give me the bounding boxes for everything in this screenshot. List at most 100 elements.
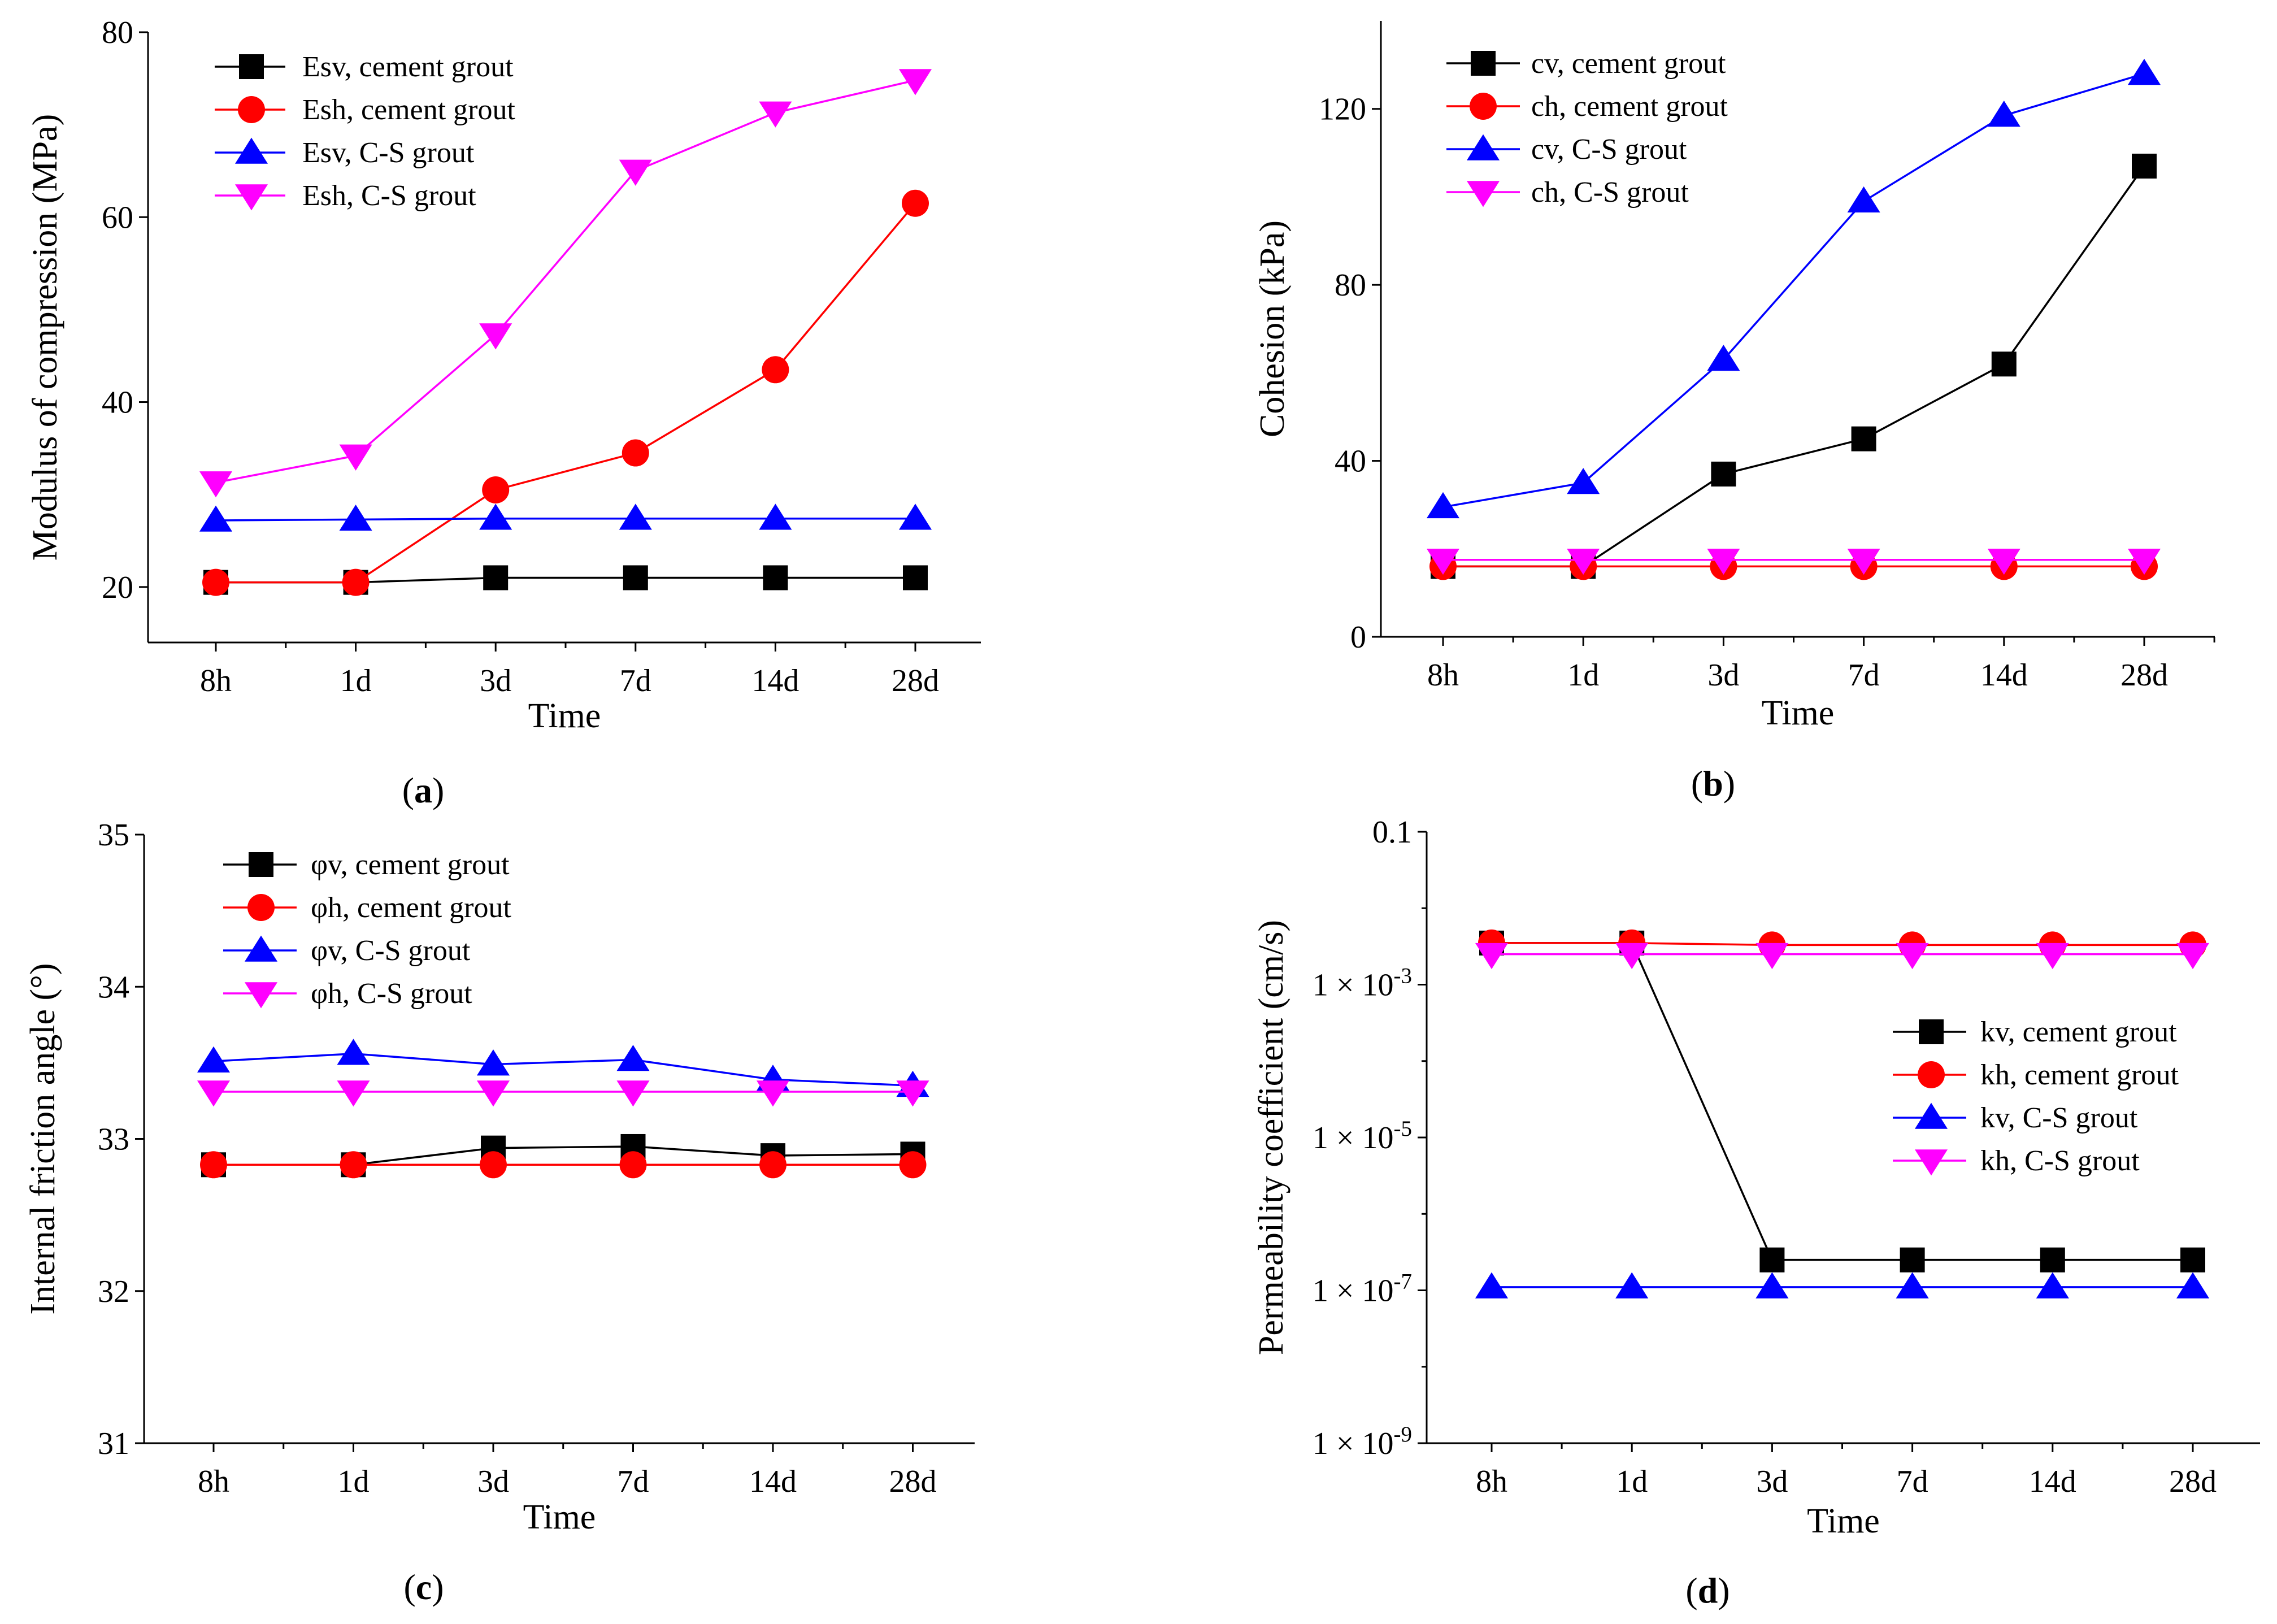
data-point: [759, 101, 792, 128]
legend-marker: [247, 894, 275, 921]
data-point: [1615, 943, 1649, 970]
data-point: [622, 439, 649, 467]
y-tick-label: 31: [98, 1426, 129, 1461]
legend: kv, cement grout kh, cement grout kv, C-S …: [1893, 1016, 2179, 1177]
data-point: [480, 1151, 507, 1179]
data-point: [200, 1151, 227, 1179]
data-point: [1615, 1272, 1649, 1299]
legend-label: φv, C-S grout: [311, 935, 471, 967]
data-point: [2132, 153, 2157, 179]
legend-label: Esh, C-S grout: [302, 180, 476, 212]
series-2: [1426, 59, 2161, 519]
series-3: [1475, 943, 2210, 970]
data-point: [1851, 426, 1876, 451]
data-point: [619, 503, 652, 530]
legend-marker: [249, 852, 273, 877]
data-point: [479, 503, 512, 530]
y-tick-label: 80: [1335, 268, 1366, 303]
x-axis-title: Time: [1807, 1502, 1880, 1540]
y-tick-label: 1 × 10-9: [1313, 1422, 1412, 1461]
data-point: [2036, 943, 2069, 970]
data-point: [1991, 351, 2017, 377]
series-line: [216, 202, 916, 584]
legend-label: Esh, cement grout: [302, 94, 515, 126]
legend-marker: [239, 54, 264, 79]
x-tick-label: 28d: [892, 663, 939, 698]
legend-marker: [238, 96, 265, 123]
series-2: [199, 503, 932, 532]
legend-label: φh, C-S grout: [311, 978, 472, 1010]
x-tick-label: 7d: [1848, 658, 1880, 693]
legend-marker: [244, 935, 278, 962]
data-point: [337, 1039, 370, 1065]
x-tick-label: 28d: [2169, 1464, 2217, 1499]
legend: cv, cement grout ch, cement grout cv, C-S …: [1446, 47, 1728, 209]
x-tick-label: 28d: [889, 1464, 937, 1499]
x-tick-label: 3d: [477, 1464, 509, 1499]
x-tick-label: 1d: [340, 663, 372, 698]
y-tick-label: 32: [98, 1274, 129, 1309]
data-point: [1707, 548, 1740, 575]
x-tick-label: 7d: [1897, 1464, 1928, 1499]
data-point: [202, 568, 229, 596]
data-point: [1847, 186, 1880, 213]
legend-marker: [234, 184, 268, 211]
data-point: [899, 1151, 927, 1179]
data-point: [483, 565, 509, 590]
data-point: [197, 1080, 231, 1107]
x-tick-label: 1d: [1567, 658, 1599, 693]
data-point: [199, 505, 233, 532]
x-tick-label: 1d: [338, 1464, 370, 1499]
data-point: [902, 189, 929, 217]
series-line: [213, 1052, 913, 1087]
legend-label: cv, C-S grout: [1531, 133, 1687, 166]
data-point: [2180, 1247, 2205, 1273]
y-axis-title: Cohesion (kPa): [1253, 220, 1292, 437]
data-point: [1896, 1272, 1929, 1299]
x-tick-label: 3d: [480, 663, 511, 698]
data-point: [623, 565, 648, 590]
series-0: [1431, 153, 2157, 579]
x-tick-label: 14d: [1980, 658, 2028, 693]
legend-marker: [244, 982, 278, 1009]
panel-a: 20 40 60 80 8h 1d 3d 7d 14d 28d Time Modulus of com…: [26, 15, 981, 810]
panel-d: 1 × 10-9 1 × 10-7 1 × 10-5 1 × 10-3 0.1 8h 1d 3…: [1252, 815, 2260, 1610]
series-line: [214, 1145, 913, 1166]
series-1: [200, 1151, 927, 1179]
data-point: [197, 1046, 231, 1072]
series-1: [1429, 553, 2158, 580]
legend-marker: [1466, 134, 1500, 160]
data-point: [1896, 943, 1929, 970]
data-point: [759, 1151, 786, 1179]
legend-marker: [1470, 93, 1497, 120]
data-point: [1567, 548, 1600, 575]
x-tick-label: 7d: [618, 1464, 649, 1499]
data-point: [476, 1049, 510, 1076]
series-line: [1492, 942, 2193, 946]
legend-label: kh, cement grout: [1980, 1059, 2179, 1091]
data-point: [482, 476, 510, 503]
series-3: [197, 1080, 929, 1107]
data-point: [1567, 468, 1600, 494]
data-point: [1755, 943, 1789, 970]
series-line: [215, 79, 916, 484]
data-point: [479, 323, 512, 350]
data-point: [759, 503, 792, 530]
y-tick-label: 120: [1319, 92, 1366, 127]
panel-caption: (c): [403, 1567, 444, 1607]
y-tick-label: 60: [102, 200, 133, 235]
data-point: [1987, 548, 2020, 575]
x-tick-label: 8h: [1476, 1464, 1507, 1499]
data-point: [2127, 548, 2161, 575]
data-point: [2176, 943, 2210, 970]
y-axis-title: Permeability coefficient (cm/s): [1252, 920, 1290, 1355]
data-point: [2036, 1272, 2069, 1299]
legend-marker: [1918, 1061, 1945, 1088]
y-axis-title: Modulus of compression (MPa): [26, 114, 64, 561]
data-point: [340, 1151, 367, 1179]
legend-marker: [1914, 1102, 1948, 1129]
panel-caption: (b): [1691, 763, 1735, 804]
series-line: [215, 517, 915, 522]
panel-b: 0 40 80 120 8h 1d 3d 7d 14d 28d Time Cohesion (kPa)…: [1253, 21, 2215, 804]
legend-marker: [1914, 1149, 1948, 1176]
